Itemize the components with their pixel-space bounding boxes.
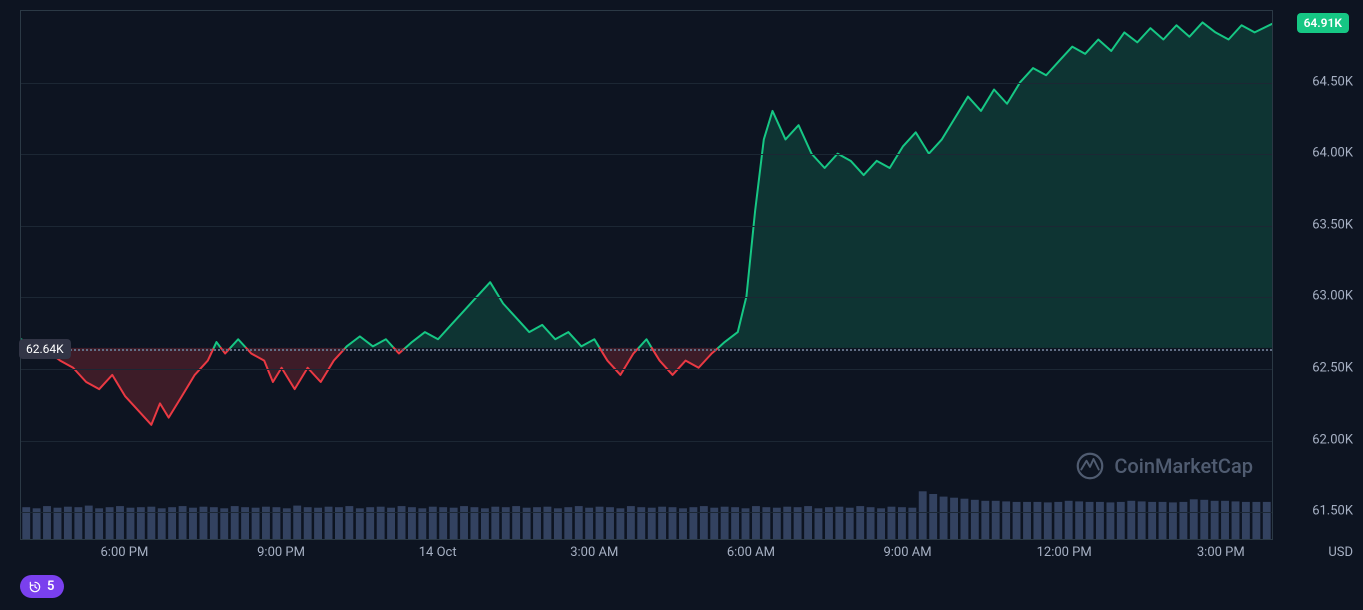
x-tick-label: 14 Oct <box>419 545 457 560</box>
history-pill-value: 5 <box>47 579 54 594</box>
grid-line <box>21 441 1272 442</box>
baseline-price-label: 62.64K <box>19 339 71 359</box>
y-tick-label: 61.50K <box>1312 504 1353 519</box>
watermark: CoinMarketCap <box>1076 452 1253 480</box>
watermark-label: CoinMarketCap <box>1114 454 1253 478</box>
y-tick-label: 64.50K <box>1312 74 1353 89</box>
grid-line <box>21 226 1272 227</box>
x-tick-label: 6:00 AM <box>727 545 775 560</box>
x-tick-label: 9:00 PM <box>257 545 305 560</box>
y-tick-label: 62.00K <box>1312 432 1353 447</box>
grid-line <box>21 297 1272 298</box>
y-tick-label: 62.50K <box>1312 361 1353 376</box>
x-tick-label: 9:00 AM <box>883 545 931 560</box>
history-pill[interactable]: 5 <box>20 575 64 598</box>
x-tick-label: 12:00 PM <box>1037 545 1092 560</box>
y-axis-unit: USD <box>1328 545 1353 560</box>
y-tick-label: 64.00K <box>1312 146 1353 161</box>
x-tick-label: 3:00 AM <box>570 545 618 560</box>
chart-container: 62.64K 61.50K 62.00K 62.50K 63.00K 63.50K 64.… <box>0 0 1363 610</box>
grid-line <box>21 154 1272 155</box>
baseline-reference-line <box>21 349 1272 351</box>
grid-line <box>21 512 1272 513</box>
y-axis: 61.50K 62.00K 62.50K 63.00K 63.50K 64.00K 64.5… <box>1278 10 1353 540</box>
coinmarketcap-icon <box>1076 452 1104 480</box>
y-tick-label: 63.50K <box>1312 217 1353 232</box>
x-tick-label: 6:00 PM <box>100 545 148 560</box>
x-tick-label: 3:00 PM <box>1197 545 1245 560</box>
current-price-badge: 64.91K <box>1297 13 1349 33</box>
y-tick-label: 63.00K <box>1312 289 1353 304</box>
x-axis: 6:00 PM 9:00 PM 14 Oct 3:00 AM 6:00 AM 9:00 A… <box>20 545 1273 570</box>
history-icon <box>28 580 42 594</box>
grid-line <box>21 369 1272 370</box>
grid-line <box>21 83 1272 84</box>
